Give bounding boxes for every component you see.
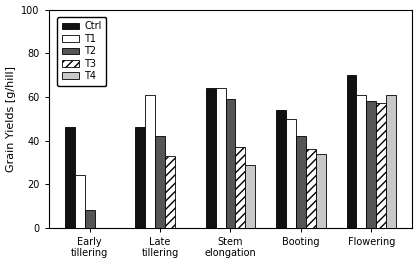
Bar [347,75,357,228]
Bar [75,176,85,228]
Bar [276,110,286,228]
Bar [155,136,165,228]
Bar [85,210,94,228]
Bar [235,147,245,228]
Bar [226,99,235,228]
Bar [245,164,255,228]
Bar [206,88,216,228]
Bar [357,95,366,228]
Bar [366,101,376,228]
Bar [306,149,316,228]
Bar [316,154,326,228]
Bar [296,136,306,228]
Bar [145,95,155,228]
Legend: Ctrl, T1, T2, T3, T4: Ctrl, T1, T2, T3, T4 [57,17,107,86]
Bar [386,95,396,228]
Bar [216,88,226,228]
Bar [376,103,386,228]
Bar [286,119,296,228]
Bar [135,128,145,228]
Y-axis label: Grain Yields [g/hill]: Grain Yields [g/hill] [5,66,15,172]
Bar [65,128,75,228]
Bar [165,156,175,228]
